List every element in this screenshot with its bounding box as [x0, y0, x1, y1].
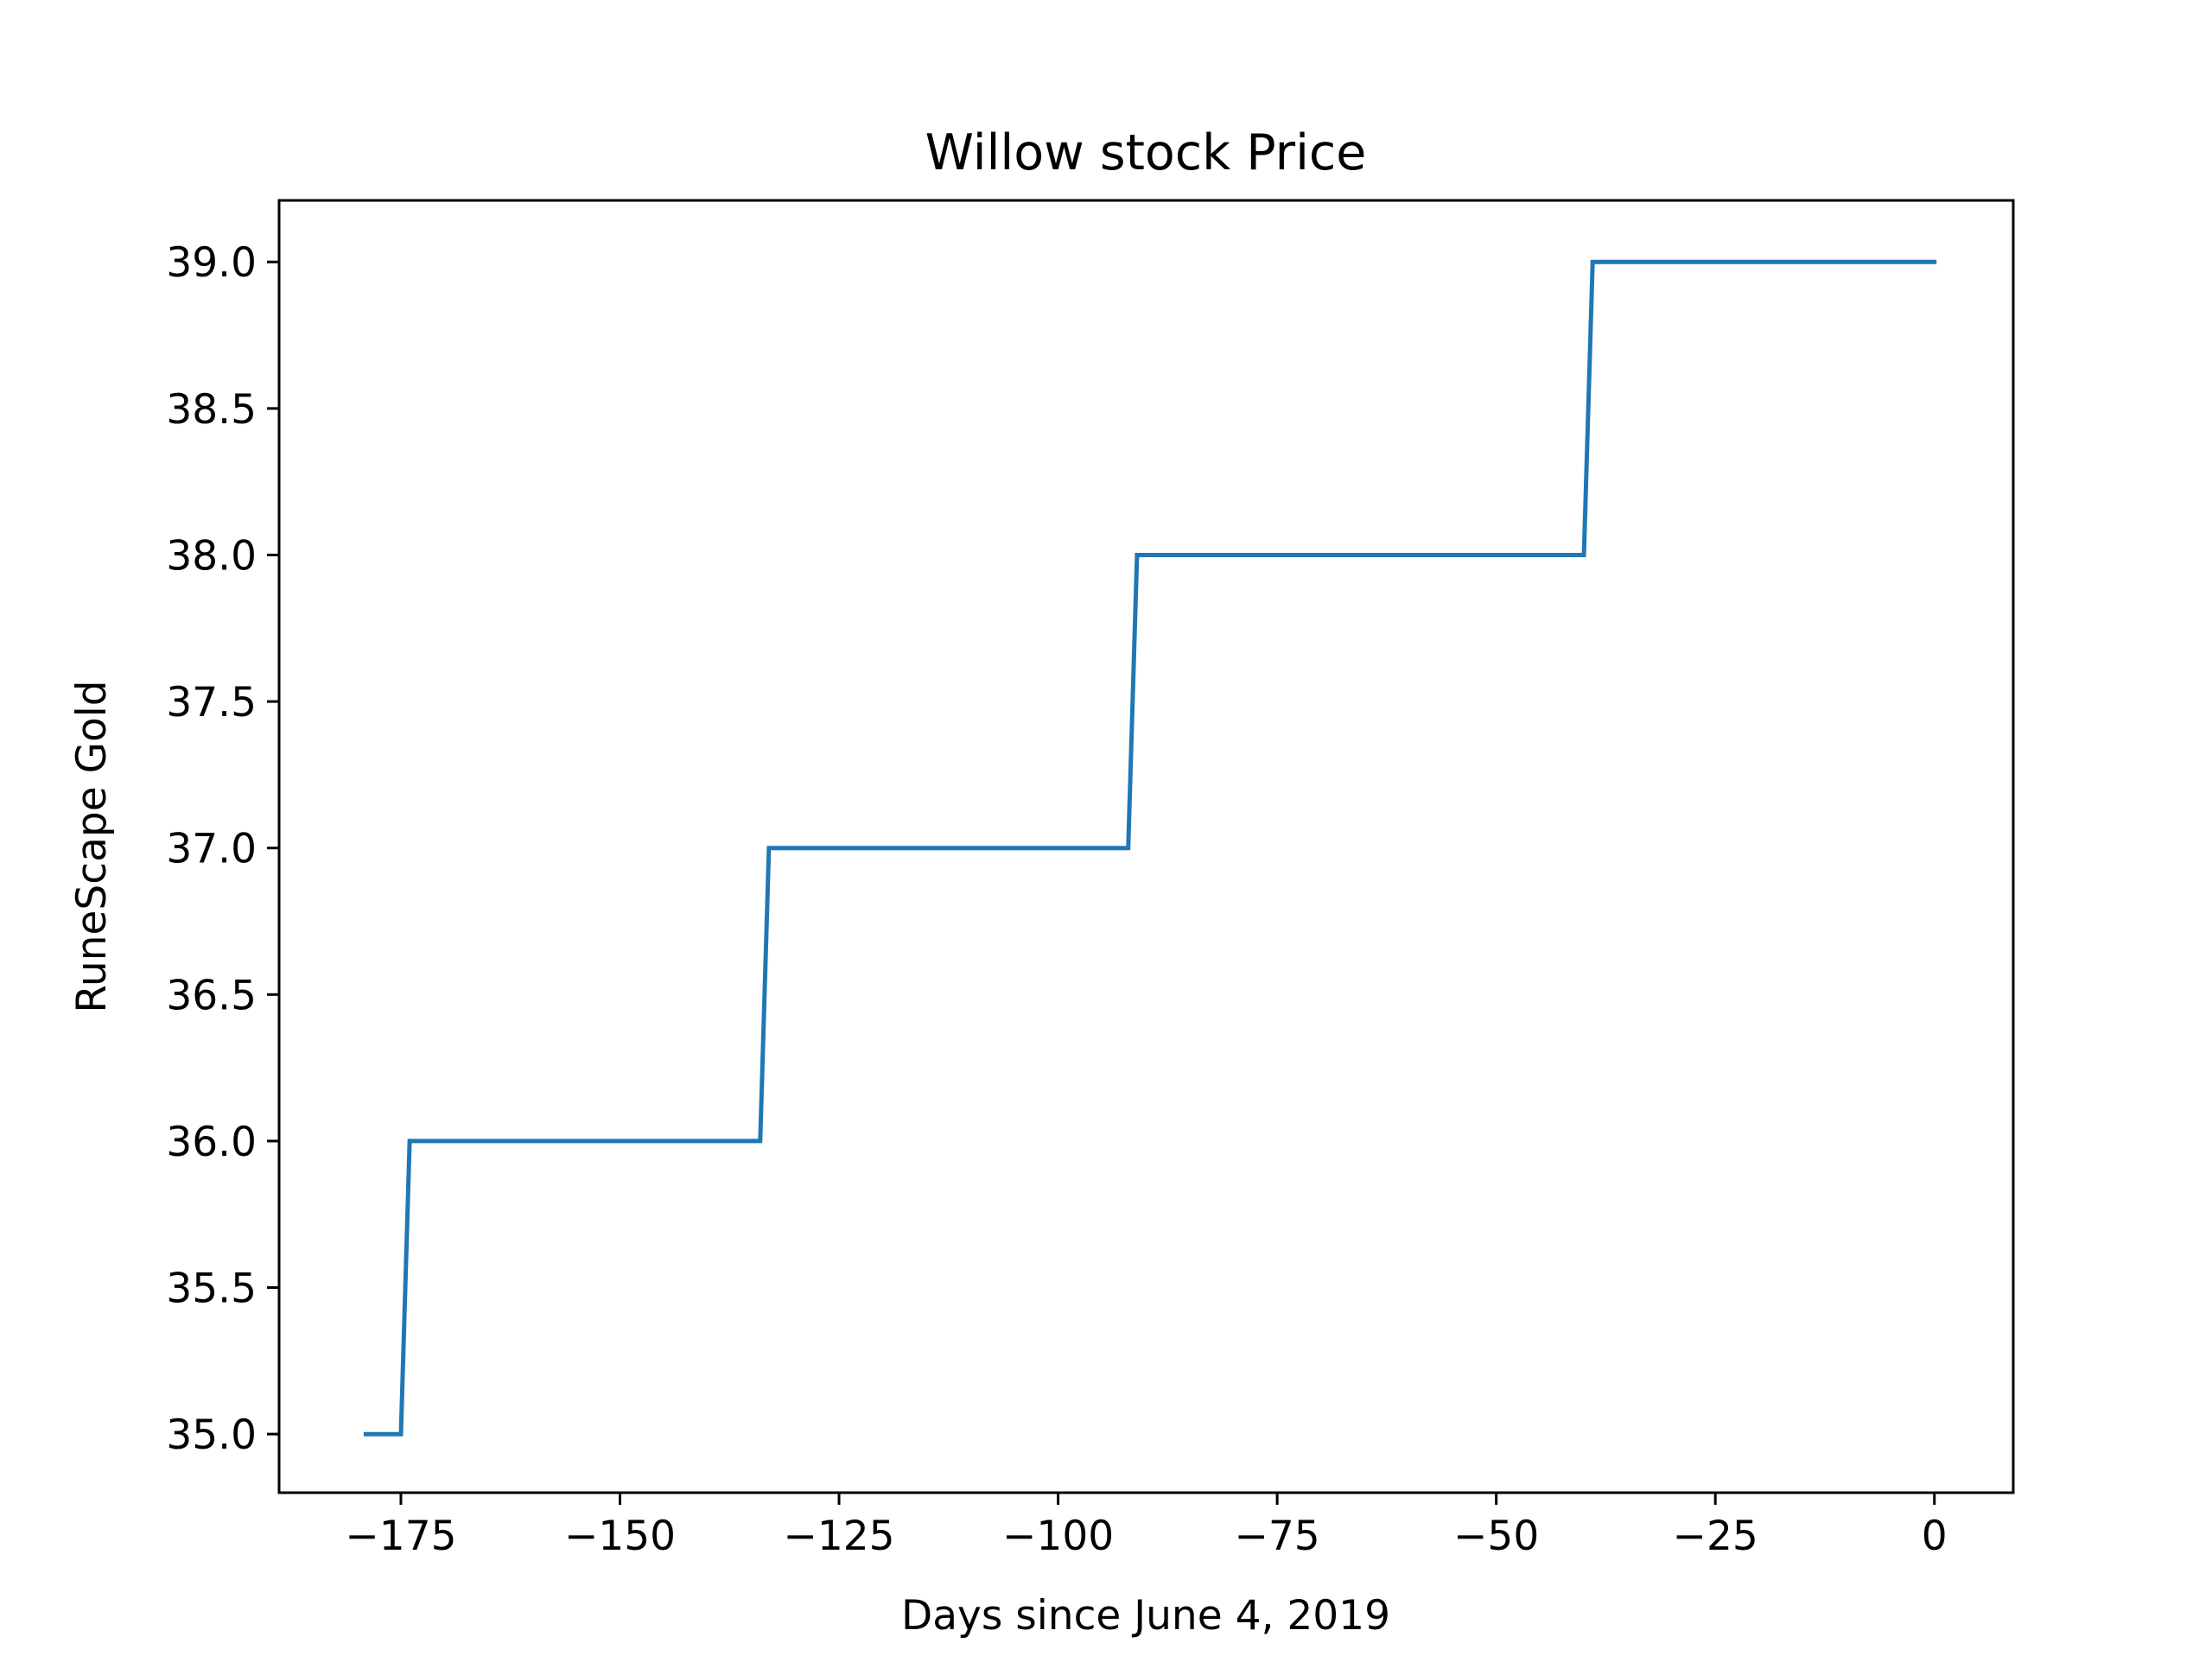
y-tick-label: 37.5	[166, 679, 257, 726]
y-tick-label: 36.5	[166, 972, 257, 1019]
y-tick-label: 39.0	[166, 239, 257, 287]
x-tick-label: −125	[783, 1513, 894, 1560]
x-axis-label: Days since June 4, 2019	[901, 1592, 1390, 1640]
y-tick-label: 38.5	[166, 386, 257, 434]
y-tick-label: 35.5	[166, 1266, 257, 1313]
x-tick-label: −25	[1673, 1513, 1758, 1560]
x-tick-label: −50	[1453, 1513, 1539, 1560]
series-layer	[363, 259, 1937, 1437]
y-tick-label: 36.0	[166, 1119, 257, 1166]
y-tick-label: 35.0	[166, 1411, 257, 1459]
x-tick-label: −150	[564, 1513, 676, 1560]
x-tick-label: −175	[345, 1513, 456, 1560]
x-axis-ticks: −175 −150 −125 −100 −75 −50 −25 0	[345, 1493, 1948, 1560]
x-tick-label: 0	[1922, 1513, 1948, 1560]
x-tick-label: −75	[1235, 1513, 1320, 1560]
y-axis-label: RuneScape Gold	[68, 680, 116, 1012]
x-tick-label: −100	[1002, 1513, 1114, 1560]
y-tick-label: 37.0	[166, 826, 257, 873]
plot-frame	[277, 199, 2015, 1494]
y-axis-ticks: 35.0 35.5 36.0 36.5 37.0 37.5 38.0 38.5 39.0	[166, 239, 279, 1459]
chart-title: Willow stock Price	[925, 124, 1367, 181]
y-tick-label: 38.0	[166, 532, 257, 580]
series-line-0	[363, 259, 1937, 1437]
